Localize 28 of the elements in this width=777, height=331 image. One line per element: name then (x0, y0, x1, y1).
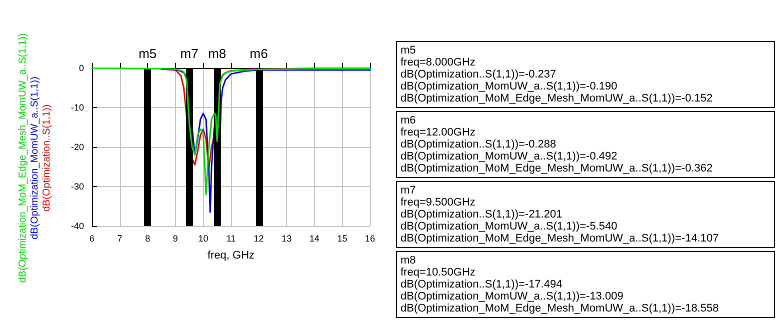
y-tick-label: -20 (70, 142, 84, 152)
text: m7 freq=9.500GHz dB(Optimization..S(1,1))=-21.201 dB(Optimization_MomUW_a..S(1,1))=-5.540 dB(Optimization_MoM_Edge_Mesh_MomUW_a..S(1,1))=-14.107 (400, 184, 719, 244)
ref-line-label: m5 (138, 46, 157, 61)
x-tick-label: 12 (254, 234, 264, 244)
y-tick-label: 0 (78, 63, 84, 73)
y-tick-label: -30 (70, 182, 84, 192)
y-tick-label: -10 (70, 102, 84, 112)
text: dB(Optimization_MoM_Edge_Mesh_MomUW_a..S(1,1)) (18, 33, 28, 283)
text: m5 freq=8.000GHz dB(Optimization..S(1,1))=-0.237 dB(Optimization_MomUW_a..S(1,1))=-0.190 dB(Optimization_MoM_Edge_Mesh_MomUW_a..S(1,1))=-0.152 (400, 44, 713, 104)
text: m6 freq=12.00GHz dB(Optimization..S(1,1))=-0.288 dB(Optimization_MomUW_a..S(1,1))=-0.492 dB(Optimization_MoM_Edge_Mesh_MomUW_a..S(1,1))=-0.362 (400, 114, 713, 174)
x-tick-label: 8 (145, 234, 150, 244)
text: dB(Optimization..S(1,1)) (42, 104, 52, 212)
x-tick-label: 7 (117, 234, 122, 244)
x-axis-title: freq, GHz (207, 250, 255, 262)
x-tick-label: 9 (172, 234, 178, 244)
x-tick-label: 15 (337, 234, 348, 244)
x-tick-label: 16 (364, 234, 376, 244)
ref-line-label: m6 (250, 46, 268, 61)
text: dB(Optimization_MomUW_a..S(1,1)) (30, 76, 40, 240)
ref-line-label: m8 (208, 46, 226, 61)
ref-line-label: m7 (180, 46, 198, 61)
x-tick-label: 11 (226, 234, 236, 244)
x-tick-label: 10 (198, 234, 208, 244)
x-tick-label: 13 (282, 234, 292, 244)
x-tick-label: 6 (89, 234, 95, 244)
text: m8 freq=10.50GHz dB(Optimization..S(1,1))=-17.494 dB(Optimization_MomUW_a..S(1,1))=-13.009 dB(Optimization_MoM_Edge_Mesh_MomUW_a..S(1,1))=-18.558 (400, 254, 719, 314)
y-tick-label: -40 (70, 221, 84, 231)
x-tick-label: 14 (309, 234, 320, 244)
